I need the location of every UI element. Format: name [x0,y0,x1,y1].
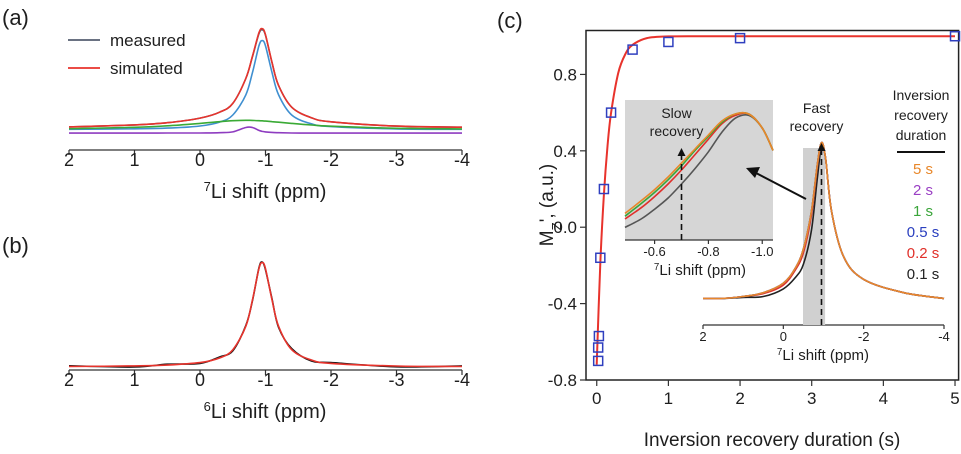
x-tick-label: -2 [323,150,339,170]
data-line [68,27,463,128]
x-axis-label-superscript: 6 [204,399,211,414]
y-axis-label-text: ', (a.u.) [537,164,558,223]
legend-label: 1 s [913,203,933,220]
legend-label: 0.2 s [907,245,940,262]
legend-label: 5 s [913,161,933,178]
legend-label: 2 s [913,182,933,199]
annotation: recovery [790,118,844,134]
panel-label: (c) [497,8,523,33]
data-line [624,111,774,215]
x-tick-label: -1.0 [751,244,773,259]
arrow-head [746,167,760,178]
data-point [949,30,961,42]
data-line [702,141,945,300]
data-line [624,113,774,229]
data-point [595,252,606,264]
data-point [592,342,604,353]
data-point [593,330,605,342]
annotation: Fast [803,100,830,116]
x-axis-label-text: Li shift (ppm) [659,262,746,279]
y-tick-label: -0.4 [548,295,577,314]
y-tick-label: 0.0 [553,218,577,237]
zoom-region [803,148,826,325]
legend-label: 0.1 s [907,266,940,283]
data-point [592,355,604,367]
x-tick-label: 1 [129,370,139,390]
x-axis-label: 6Li shift (ppm) [204,399,327,424]
x-tick-label: 1 [129,150,139,170]
x-tick-label: 3 [807,389,816,408]
data-line [68,119,463,130]
legend-label: 0.5 s [907,224,940,241]
x-axis-label-text: Li shift (ppm) [211,401,327,423]
x-tick-label: -4 [454,370,470,390]
data-line [68,261,463,368]
x-tick-label: -0.8 [697,244,719,259]
x-axis-label: 7Li shift (ppm) [777,347,869,365]
x-tick-label: 2 [735,389,744,408]
legend-title: recovery [894,107,948,123]
x-tick-label: -4 [454,150,470,170]
legend-label: measured [110,31,186,50]
data-point [605,107,617,118]
x-tick-label: -3 [388,370,404,390]
x-tick-label: 0 [195,370,205,390]
legend-label: simulated [110,59,183,78]
plot-frame [585,29,960,381]
x-tick-label: 1 [664,389,673,408]
y-axis-label-subscript: Z [549,222,564,230]
dashed-marker-head [817,143,826,151]
data-point [598,183,610,195]
x-tick-label: -1 [257,370,273,390]
annotation: Slow [661,105,692,121]
x-tick-label: -1 [257,150,273,170]
x-axis-label-superscript: 7 [654,262,659,273]
panel-label: (b) [2,233,29,258]
x-tick-label: -4 [938,329,950,344]
panel-label: (a) [2,5,29,30]
x-axis-label: 7Li shift (ppm) [654,262,746,280]
x-axis-label-text: Inversion recovery duration (s) [644,430,901,451]
y-axis-label: MZ', (a.u.) [537,164,564,246]
x-tick-label: 2 [64,370,74,390]
x-tick-label: -2 [323,370,339,390]
data-point [627,44,638,55]
x-axis-label-superscript: 7 [204,179,211,194]
x-tick-label: 0 [780,329,787,344]
x-tick-label: 0 [195,150,205,170]
x-tick-label: -3 [388,150,404,170]
x-axis-label-superscript: 7 [777,347,782,358]
x-tick-label: 2 [64,150,74,170]
data-point [663,36,674,48]
x-axis-label-text: Li shift (ppm) [211,181,327,203]
data-point [734,32,746,44]
y-axis-label-text: M [537,230,558,246]
legend-title: duration [896,127,947,143]
x-axis-label: 7Li shift (ppm) [204,179,327,204]
x-tick-label: 2 [699,329,706,344]
x-tick-label: -0.6 [643,244,665,259]
y-tick-label: 0.8 [553,65,577,84]
x-axis-label-text: Li shift (ppm) [782,347,869,364]
x-axis-label: Inversion recovery duration (s) [644,430,901,451]
zoom-arrow [746,167,807,200]
y-tick-label: -0.8 [548,371,577,390]
x-tick-label: 0 [592,389,601,408]
y-tick-label: 0.4 [553,142,577,161]
x-tick-label: 4 [879,389,888,408]
data-line [69,126,462,134]
dashed-marker-head [677,148,686,156]
x-tick-label: 5 [950,389,959,408]
legend-title: Inversion [893,87,950,103]
annotation: recovery [650,123,704,139]
arrow-shaft [755,172,807,200]
x-tick-label: -2 [858,329,870,344]
